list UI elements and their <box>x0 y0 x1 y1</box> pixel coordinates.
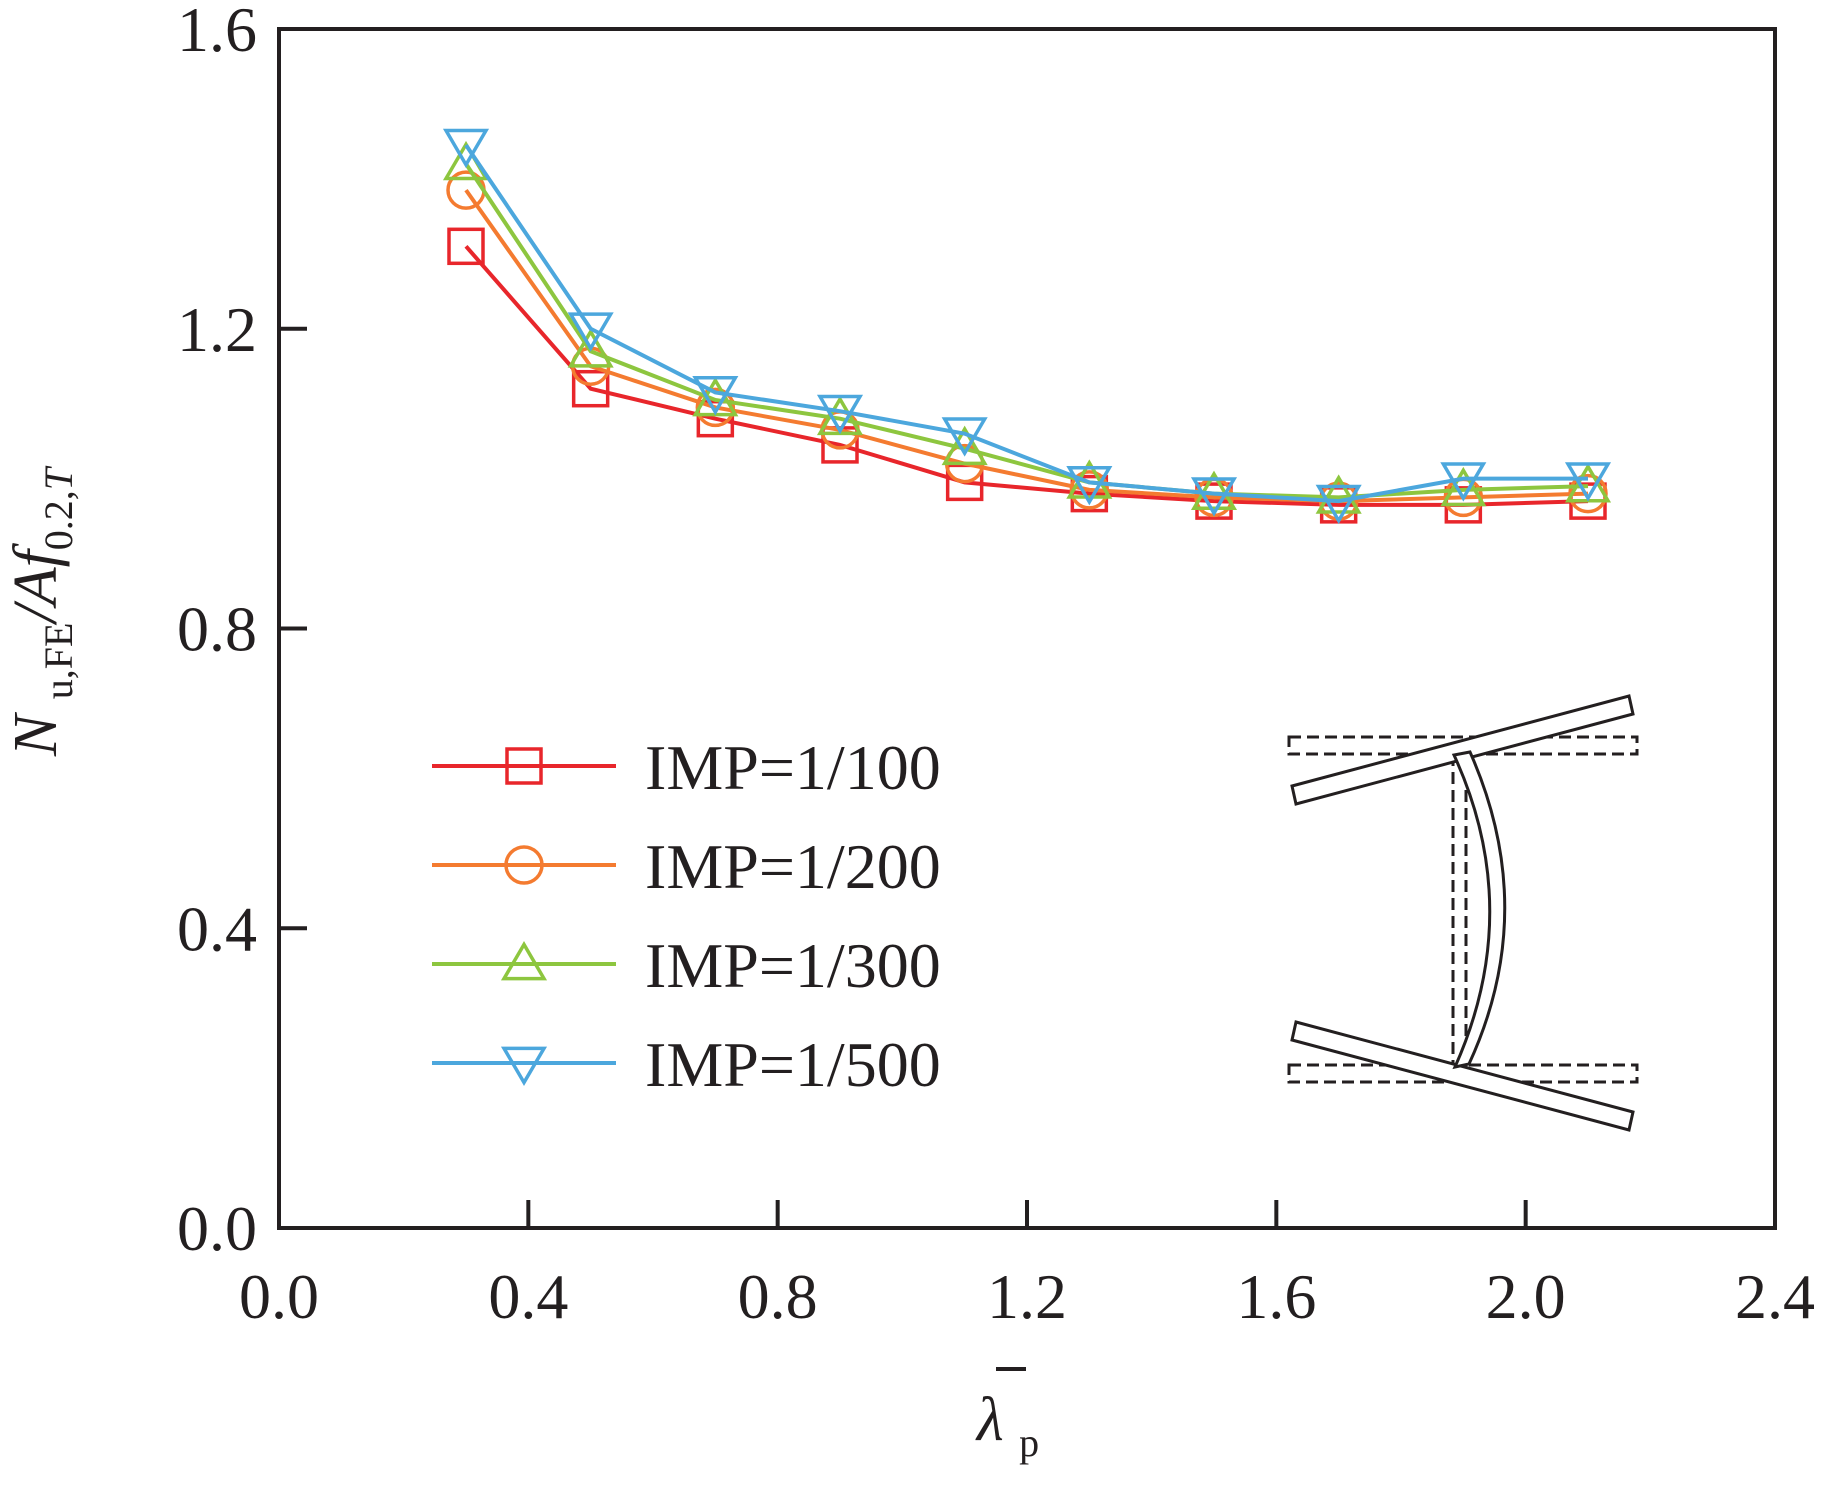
sketch-top-plate-rotated <box>1290 694 1635 806</box>
series-group <box>442 128 1612 525</box>
legend-label: IMP=1/500 <box>645 1029 941 1100</box>
x-tick-label: 1.6 <box>1236 1261 1316 1332</box>
legend-marker <box>500 1046 548 1087</box>
x-tick-label: 2.4 <box>1735 1261 1815 1332</box>
series-4 <box>442 128 1612 525</box>
data-point <box>442 128 490 169</box>
legend-item: IMP=1/500 <box>432 1029 941 1100</box>
sketch-bottom-plate-rotated <box>1290 1020 1635 1132</box>
y-tick-label: 0.4 <box>177 893 257 964</box>
data-point <box>1568 473 1608 514</box>
column-deformation-sketch <box>1287 694 1639 1132</box>
legend: IMP=1/100 IMP=1/200 IMP=1/300 IMP=1/500 <box>432 732 941 1100</box>
x-axis-symbol: λ <box>975 1386 1004 1454</box>
data-point <box>1190 477 1238 517</box>
series-line <box>464 245 1589 507</box>
x-tick-label: 0.0 <box>239 1261 319 1332</box>
data-point <box>567 312 614 352</box>
x-tick-label: 0.8 <box>738 1261 818 1332</box>
data-point <box>692 376 739 416</box>
data-point <box>941 417 988 457</box>
data-point <box>1066 465 1113 506</box>
data-point <box>695 387 736 428</box>
sketch-top-plate-original <box>1287 735 1639 756</box>
data-point <box>447 227 485 266</box>
data-point <box>1564 462 1612 502</box>
data-point <box>1440 462 1487 502</box>
y-axis-label: N u,FE/Af0.2,T <box>2 465 81 757</box>
x-axis-subscript: p <box>1019 1420 1039 1465</box>
legend-item: IMP=1/100 <box>432 732 941 803</box>
y-axis-subscript: u,FE <box>36 623 81 700</box>
y-tick-label: 1.2 <box>177 294 257 365</box>
series-line <box>464 162 1589 500</box>
y-axis-symbol: N <box>2 711 70 757</box>
legend-item: IMP=1/200 <box>432 831 941 902</box>
legend-label: IMP=1/300 <box>645 930 941 1001</box>
sketch-column-deformed <box>1451 750 1507 1070</box>
x-tick-label: 2.0 <box>1486 1261 1566 1332</box>
data-point <box>571 369 610 408</box>
data-point <box>1440 466 1487 507</box>
y-tick-label: 0.8 <box>177 594 257 665</box>
y-axis-subscript: 0.2, <box>36 490 81 550</box>
legend-marker <box>500 940 548 981</box>
data-point <box>567 328 614 368</box>
series-line <box>464 144 1588 504</box>
legend-marker <box>505 747 543 785</box>
y-tick-label: 1.6 <box>177 0 257 65</box>
data-point <box>1069 470 1110 510</box>
y-tick-label: 0.0 <box>177 1193 257 1264</box>
data-point <box>941 425 988 466</box>
legend-label: IMP=1/100 <box>645 732 941 803</box>
y-axis-divider: /Af <box>2 542 70 625</box>
data-point <box>1315 484 1362 525</box>
data-point <box>1315 474 1362 514</box>
data-point <box>816 394 864 435</box>
legend-marker <box>504 845 544 885</box>
x-tick-label: 0.4 <box>488 1261 568 1332</box>
x-axis-label: λ p <box>975 1386 1039 1465</box>
legend-item: IMP=1/300 <box>432 930 941 1001</box>
x-tick-label: 1.2 <box>987 1261 1067 1332</box>
series-line <box>464 188 1589 504</box>
legend-label: IMP=1/200 <box>645 831 941 902</box>
axis-ticks: 0.0 0.4 0.8 1.2 1.6 2.0 2.4 0.0 0.4 0.8 1.2 1.6 <box>177 0 1815 1332</box>
y-axis-subscript: T <box>36 465 81 490</box>
